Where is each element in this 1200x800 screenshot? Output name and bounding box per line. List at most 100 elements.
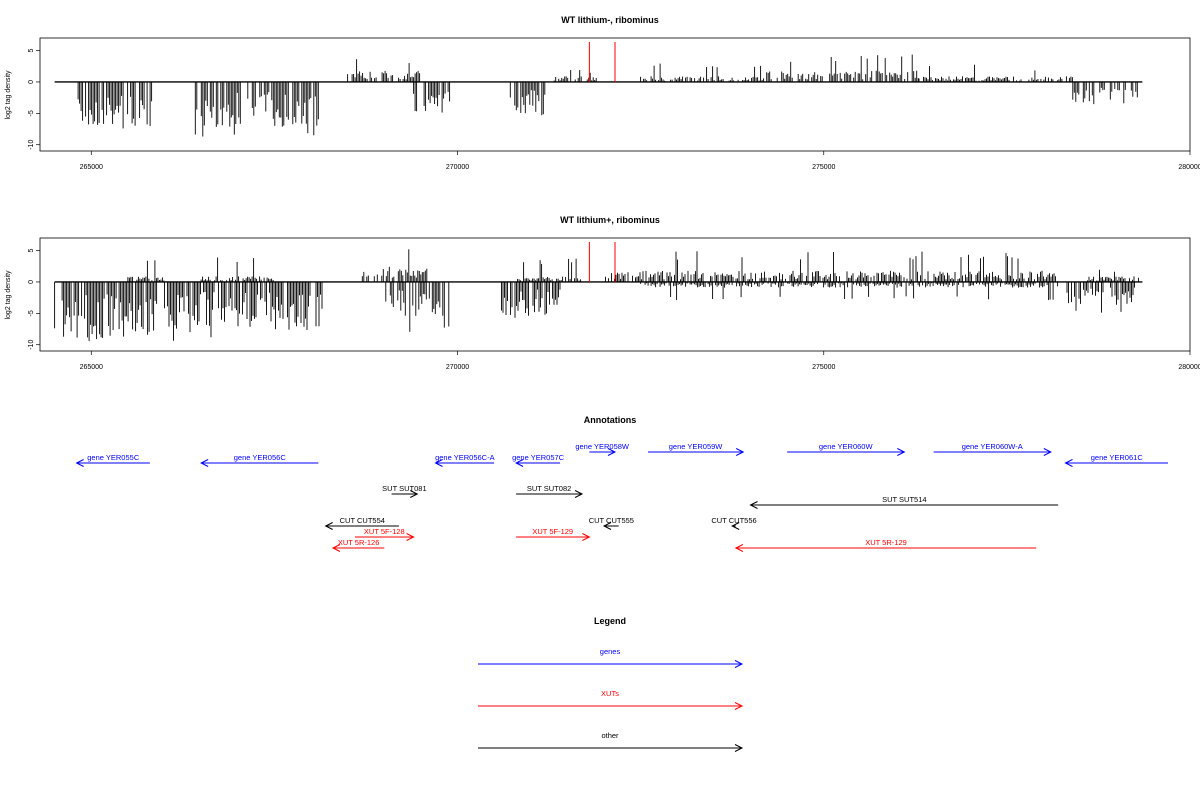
annotation-item: gene YER055C xyxy=(75,453,150,467)
arrow-head xyxy=(734,544,744,552)
arrow-head xyxy=(582,533,591,541)
arrow-head xyxy=(1064,459,1073,467)
x-tick-label: 265000 xyxy=(80,364,103,371)
arrow-head xyxy=(514,459,524,467)
annotation-label: gene YER056C-A xyxy=(435,453,494,462)
y-tick-label: 5 xyxy=(28,49,35,53)
annotation-label: gene YER060W-A xyxy=(962,442,1023,451)
x-axis: 265000 270000 275000 280000 xyxy=(80,151,1200,171)
annotation-label: gene YER061C xyxy=(1091,453,1144,462)
annotation-label: CUT CUT554 xyxy=(340,516,385,525)
legend-label: XUTs xyxy=(601,689,619,698)
density-bars xyxy=(77,54,1138,137)
legend-section: Legend genes XUTs other xyxy=(478,616,744,752)
y-tick-label: -5 xyxy=(28,310,35,316)
panel-title: WT lithium-, ribominus xyxy=(561,15,659,25)
annotation-item: gene YER060W-A xyxy=(933,442,1052,456)
annotation-item: SUT SUT081 xyxy=(382,484,427,498)
arrow-head xyxy=(607,448,617,456)
arrow-head xyxy=(324,522,333,530)
legend-item-genes: genes xyxy=(478,647,744,668)
track-panel-lithium-minus: WT lithium-, ribominus log2 tag density … xyxy=(5,15,1200,171)
annotation-label: XUT 5F-128 xyxy=(364,527,405,536)
x-tick-label: 275000 xyxy=(812,364,835,371)
arrow-head xyxy=(574,490,584,498)
y-axis: 5 0 -5 -10 xyxy=(28,49,40,150)
annotation-item: gene YER057C xyxy=(512,453,565,467)
arrow-head xyxy=(434,459,443,467)
arrow-head xyxy=(331,544,341,552)
annotation-label: CUT CUT555 xyxy=(589,516,634,525)
annotation-item: gene YER056C-A xyxy=(434,453,495,467)
y-tick-label: 0 xyxy=(28,280,35,284)
annotation-label: gene YER060W xyxy=(819,442,874,451)
panel-title: WT lithium+, ribominus xyxy=(560,215,660,225)
arrow-head xyxy=(1043,448,1052,456)
x-axis: 265000 270000 275000 280000 xyxy=(80,351,1200,371)
annotation-label: gene YER055C xyxy=(87,453,140,462)
annotation-item: gene YER061C xyxy=(1064,453,1169,467)
annotation-arrows: gene YER055C gene YER056C gene YER056C-A ge… xyxy=(75,442,1169,552)
annotation-label: SUT SUT081 xyxy=(382,484,426,493)
x-tick-label: 280000 xyxy=(1178,364,1200,371)
annotation-item: SUT SUT514 xyxy=(749,495,1059,509)
annotation-item: SUT SUT082 xyxy=(516,484,584,498)
arrow-head xyxy=(734,660,744,668)
plot-frame xyxy=(39,237,1191,352)
annotation-label: XUT 5F-129 xyxy=(532,527,573,536)
annotation-label: CUT CUT556 xyxy=(711,516,756,525)
plot-frame xyxy=(39,37,1191,152)
arrow-head xyxy=(731,522,740,530)
y-axis: 5 0 -5 -10 xyxy=(28,249,40,350)
legend-item-other: other xyxy=(478,731,744,752)
arrow-head xyxy=(734,702,744,710)
arrow-head xyxy=(75,459,84,467)
annotation-item: gene YER056C xyxy=(200,453,319,467)
annotation-item: XUT 5R-129 xyxy=(734,538,1037,552)
x-tick-label: 270000 xyxy=(446,164,469,171)
legend-items: genes XUTs other xyxy=(478,647,744,752)
x-tick-label: 280000 xyxy=(1178,164,1200,171)
annotation-item: CUT CUT556 xyxy=(711,516,757,530)
legend-label: genes xyxy=(600,647,621,656)
track-panel-lithium-plus: WT lithium+, ribominus log2 tag density … xyxy=(5,215,1200,371)
arrow-head xyxy=(410,490,419,498)
arrow-head xyxy=(406,533,415,541)
annotation-label: gene YER056C xyxy=(234,453,287,462)
y-axis-label: log2 tag density xyxy=(5,270,12,320)
x-tick-label: 270000 xyxy=(446,364,469,371)
red-markers xyxy=(588,242,616,282)
annotation-item: gene YER059W xyxy=(647,442,745,456)
y-tick-label: 0 xyxy=(28,80,35,84)
annotation-label: SUT SUT082 xyxy=(527,484,571,493)
annotations-title: Annotations xyxy=(584,415,637,425)
x-tick-label: 275000 xyxy=(812,164,835,171)
legend-item-XUTs: XUTs xyxy=(478,689,744,710)
annotation-item: XUT 5F-128 xyxy=(354,527,415,541)
y-tick-label: -10 xyxy=(28,340,35,350)
annotation-label: gene YER057C xyxy=(512,453,565,462)
annotation-label: SUT SUT514 xyxy=(882,495,926,504)
arrow-head xyxy=(200,459,209,467)
x-tick-label: 265000 xyxy=(80,164,103,171)
annotation-item: XUT 5F-129 xyxy=(516,527,591,541)
arrow-head xyxy=(735,448,745,456)
y-tick-label: -5 xyxy=(28,110,35,116)
annotation-item: CUT CUT554 xyxy=(324,516,399,530)
arrow-head xyxy=(602,522,612,530)
arrow-head xyxy=(897,448,906,456)
legend-title: Legend xyxy=(594,616,626,626)
annotation-item: gene YER058W xyxy=(575,442,630,456)
annotation-label: gene YER058W xyxy=(575,442,630,451)
annotation-label: XUT 5R-129 xyxy=(865,538,907,547)
density-bars xyxy=(54,249,1139,342)
arrow-head xyxy=(734,744,744,752)
annotation-label: XUT 5R-126 xyxy=(338,538,380,547)
annotation-item: XUT 5R-126 xyxy=(331,538,385,552)
legend-label: other xyxy=(601,731,619,740)
y-tick-label: -10 xyxy=(28,140,35,150)
annotations-section: Annotations gene YER055C gene YER056C gene… xyxy=(75,415,1169,552)
arrow-head xyxy=(749,501,758,509)
annotation-label: gene YER059W xyxy=(669,442,724,451)
